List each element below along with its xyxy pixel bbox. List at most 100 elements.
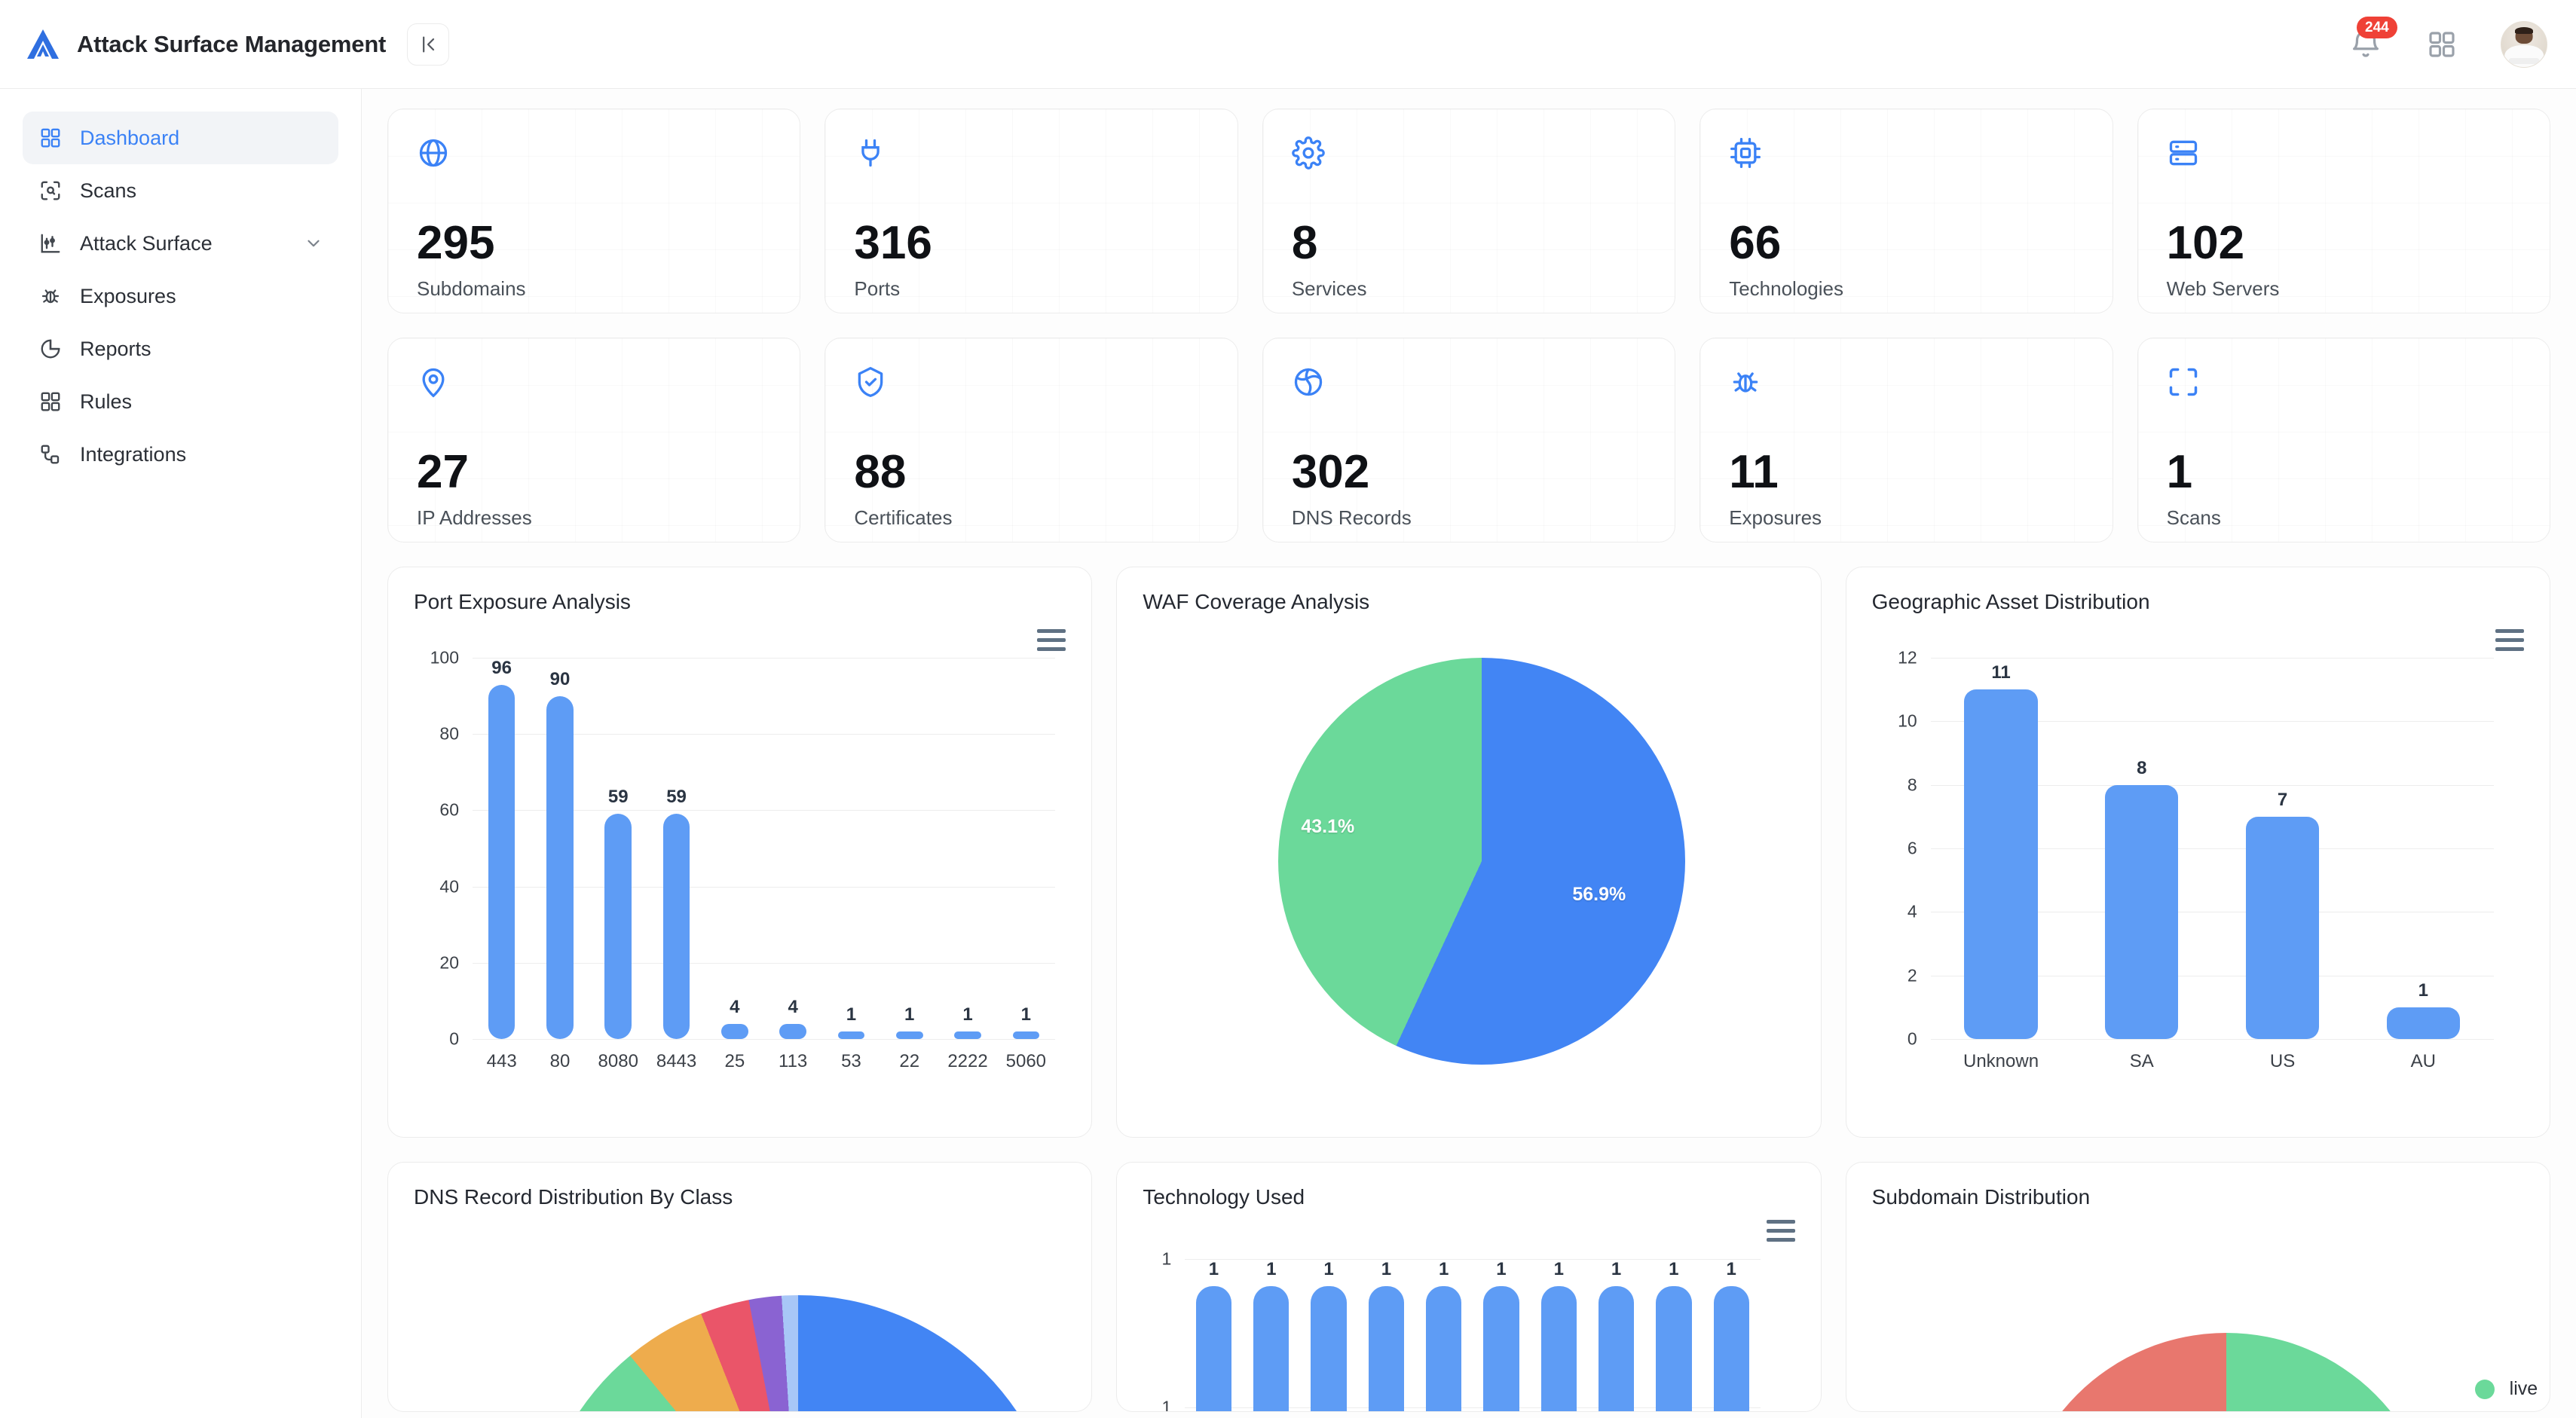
stat-card-technologies[interactable]: 66 Technologies <box>1699 108 2113 313</box>
bar-column[interactable]: 8 <box>2071 658 2212 1039</box>
pie-graphic[interactable] <box>2015 1333 2437 1411</box>
bar[interactable] <box>1964 689 2038 1039</box>
bar-value-label: 1 <box>904 1004 915 1025</box>
y-axis-tick: 80 <box>439 723 459 744</box>
stat-label: Technologies <box>1729 277 1843 300</box>
stat-value: 316 <box>854 217 932 269</box>
bar-column[interactable]: 1 <box>1185 1259 1242 1411</box>
bar-column[interactable]: 1 <box>1357 1259 1415 1411</box>
bar-column[interactable]: 1 <box>1300 1259 1357 1411</box>
x-axis-tick: 25 <box>724 1051 745 1071</box>
x-axis-labels: Unknown SA US AU <box>1931 1051 2494 1072</box>
legend-item[interactable]: live <box>2474 1378 2550 1400</box>
geographic-plot: 0 2 4 6 8 10 12 11 8 7 1 Unknown SA US AU <box>1872 635 2524 1102</box>
stat-card-exposures[interactable]: 11 Exposures <box>1699 338 2113 542</box>
stat-value: 27 <box>417 446 469 498</box>
bar[interactable] <box>1012 1031 1040 1039</box>
pie-graphic[interactable] <box>534 1295 1062 1411</box>
bar[interactable] <box>779 1023 806 1039</box>
bar-column[interactable]: 7 <box>2212 658 2353 1039</box>
stat-card-subdomains[interactable]: 295 Subdomains <box>387 108 801 313</box>
chart-title: Port Exposure Analysis <box>414 590 631 613</box>
sidebar-item-attack-surface[interactable]: Attack Surface <box>23 217 338 270</box>
bar[interactable] <box>1540 1286 1577 1411</box>
bar-column[interactable]: 1 <box>1587 1259 1644 1411</box>
grid-apps-icon[interactable] <box>2427 29 2457 60</box>
hamburger-menu-icon[interactable] <box>1766 1220 1795 1247</box>
chart-title: Technology Used <box>1143 1185 1305 1209</box>
sidebar-item-dashboard[interactable]: Dashboard <box>23 112 338 164</box>
bar[interactable] <box>2386 1007 2460 1039</box>
sidebar-item-integrations[interactable]: Integrations <box>23 428 338 481</box>
hamburger-menu-icon[interactable] <box>1037 629 1066 656</box>
hamburger-menu-icon[interactable] <box>2495 629 2524 656</box>
avatar[interactable] <box>2501 20 2547 68</box>
chart-card-waf-coverage: WAF Coverage Analysis 56.9% 43.1% <box>1116 567 1822 1138</box>
bar[interactable] <box>546 695 574 1039</box>
bar[interactable] <box>1656 1286 1692 1411</box>
bar-column[interactable]: 1 <box>1645 1259 1703 1411</box>
stat-card-web-servers[interactable]: 102 Web Servers <box>2137 108 2551 313</box>
bar-column[interactable]: 4 <box>705 658 763 1039</box>
bar-column[interactable]: 96 <box>473 658 531 1039</box>
bar-column[interactable]: 1 <box>880 658 938 1039</box>
gridline <box>1185 1407 1761 1408</box>
bar[interactable] <box>1253 1286 1290 1411</box>
bar[interactable] <box>1311 1286 1347 1411</box>
stat-label: Exposures <box>1729 506 1822 529</box>
bar-column[interactable]: 1 <box>938 658 996 1039</box>
sidebar-item-reports[interactable]: Reports <box>23 322 338 375</box>
bar[interactable] <box>1713 1286 1749 1411</box>
gridline <box>1930 784 2494 786</box>
bar-column[interactable]: 1 <box>1530 1259 1587 1411</box>
stat-card-ip-addresses[interactable]: 27 IP Addresses <box>387 338 801 542</box>
sidebar-item-exposures[interactable]: Exposures <box>23 270 338 322</box>
chart-row-2: DNS Record Distribution By Class 5.0% Te… <box>387 1162 2550 1412</box>
scan-frame-icon <box>41 181 60 200</box>
bar[interactable] <box>488 685 516 1039</box>
bar-column[interactable]: 1 <box>997 658 1055 1039</box>
notifications-button[interactable]: 244 <box>2348 16 2397 62</box>
bar-column[interactable]: 1 <box>2353 658 2494 1039</box>
sidebar-item-rules[interactable]: Rules <box>23 375 338 428</box>
bar[interactable] <box>2245 816 2320 1039</box>
bar-column[interactable]: 1 <box>1415 1259 1473 1411</box>
bar-column[interactable]: 1 <box>1473 1259 1530 1411</box>
stat-card-dns-records[interactable]: 302 DNS Records <box>1262 338 1676 542</box>
bar-column[interactable]: 1 <box>822 658 880 1039</box>
bar-value-label: 1 <box>1611 1259 1622 1279</box>
stat-label: Services <box>1291 277 1367 300</box>
bar-column[interactable]: 59 <box>647 658 705 1039</box>
bar[interactable] <box>1195 1286 1232 1411</box>
bar[interactable] <box>721 1023 748 1039</box>
gridline <box>1930 1039 2494 1040</box>
pie-graphic[interactable] <box>1278 658 1686 1065</box>
bar[interactable] <box>837 1031 865 1039</box>
bar[interactable] <box>2105 784 2179 1039</box>
bar[interactable] <box>1368 1286 1405 1411</box>
bar-column[interactable]: 11 <box>1931 658 2072 1039</box>
sidebar-collapse-button[interactable] <box>407 23 450 66</box>
waf-coverage-plot: 56.9% 43.1% <box>1143 635 1794 1102</box>
x-axis-tick: 8080 <box>598 1051 638 1071</box>
bar[interactable] <box>662 814 690 1039</box>
y-axis-tick: 20 <box>439 952 459 973</box>
bar[interactable] <box>1426 1286 1462 1411</box>
bar-column[interactable]: 1 <box>1243 1259 1300 1411</box>
bar-column[interactable]: 1 <box>1703 1259 1760 1411</box>
chevron-down-icon[interactable] <box>304 234 323 253</box>
main-content: 295 Subdomains 316 Ports 8 Services 66 <box>362 89 2576 1418</box>
stat-card-certificates[interactable]: 88 Certificates <box>825 338 1238 542</box>
bar[interactable] <box>604 814 632 1039</box>
bar[interactable] <box>954 1031 981 1039</box>
bar[interactable] <box>1483 1286 1519 1411</box>
bar-column[interactable]: 59 <box>589 658 647 1039</box>
stat-card-ports[interactable]: 316 Ports <box>825 108 1238 313</box>
bar-column[interactable]: 4 <box>763 658 821 1039</box>
sidebar-item-scans[interactable]: Scans <box>23 164 338 217</box>
bar[interactable] <box>1598 1286 1635 1411</box>
bar[interactable] <box>895 1031 923 1039</box>
stat-card-scans[interactable]: 1 Scans <box>2137 338 2551 542</box>
stat-card-services[interactable]: 8 Services <box>1262 108 1676 313</box>
bar-column[interactable]: 90 <box>531 658 589 1039</box>
